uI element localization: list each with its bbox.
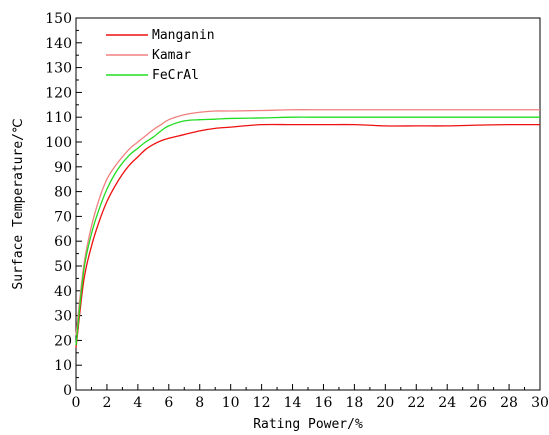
y-tick-label: 20 xyxy=(54,333,72,349)
series-line-kamar xyxy=(75,109,540,336)
tick-labels: 0 2 4 6 8 10 12 14 16 18 20 22 24 26 28 300102030405060… xyxy=(45,11,549,411)
y-tick-label: 110 xyxy=(45,110,72,126)
axis-ticks xyxy=(75,17,541,391)
x-tick-label: 30 xyxy=(531,395,549,411)
x-tick-label: 8 xyxy=(195,395,204,411)
y-axis-title: Surface Temperature/℃ xyxy=(11,118,26,289)
x-tick-label: 28 xyxy=(500,395,518,411)
x-tick-label: 12 xyxy=(253,395,271,411)
x-tick-label: 2 xyxy=(102,395,111,411)
plot-frame xyxy=(75,17,541,391)
x-tick-label: 16 xyxy=(315,395,333,411)
x-axis-title: Rating Power/% xyxy=(253,417,363,432)
y-tick-label: 60 xyxy=(54,234,72,250)
x-tick-label: 10 xyxy=(222,395,240,411)
x-tick-label: 26 xyxy=(469,395,487,411)
y-tick-label: 140 xyxy=(45,36,72,52)
y-tick-label: 40 xyxy=(54,284,72,300)
y-tick-label: 50 xyxy=(54,259,72,275)
x-tick-label: 18 xyxy=(345,395,363,411)
legend-label-manganin: Manganin xyxy=(152,28,215,43)
y-tick-label: 0 xyxy=(63,383,72,399)
y-tick-label: 70 xyxy=(54,209,72,225)
x-tick-label: 14 xyxy=(284,395,302,411)
y-tick-label: 10 xyxy=(54,358,72,374)
legend-label-kamar: Kamar xyxy=(152,48,191,63)
x-tick-label: 24 xyxy=(438,395,456,411)
x-tick-label: 22 xyxy=(407,395,425,411)
series-line-manganin xyxy=(75,123,541,348)
y-tick-label: 30 xyxy=(54,309,72,325)
legend: Manganin Kamar FeCrAl xyxy=(106,28,215,83)
x-tick-label: 20 xyxy=(376,395,394,411)
y-tick-label: 130 xyxy=(45,61,72,77)
legend-label-fecral: FeCrAl xyxy=(152,68,199,83)
y-tick-label: 90 xyxy=(54,160,72,176)
x-tick-label: 4 xyxy=(133,395,142,411)
y-tick-label: 100 xyxy=(45,135,72,151)
series-line-fecral xyxy=(75,116,540,346)
y-tick-label: 150 xyxy=(45,11,72,27)
y-tick-label: 80 xyxy=(54,185,72,201)
y-tick-label: 120 xyxy=(45,85,72,101)
series-lines xyxy=(75,109,541,348)
x-tick-label: 0 xyxy=(72,395,81,411)
x-tick-label: 6 xyxy=(164,395,173,411)
